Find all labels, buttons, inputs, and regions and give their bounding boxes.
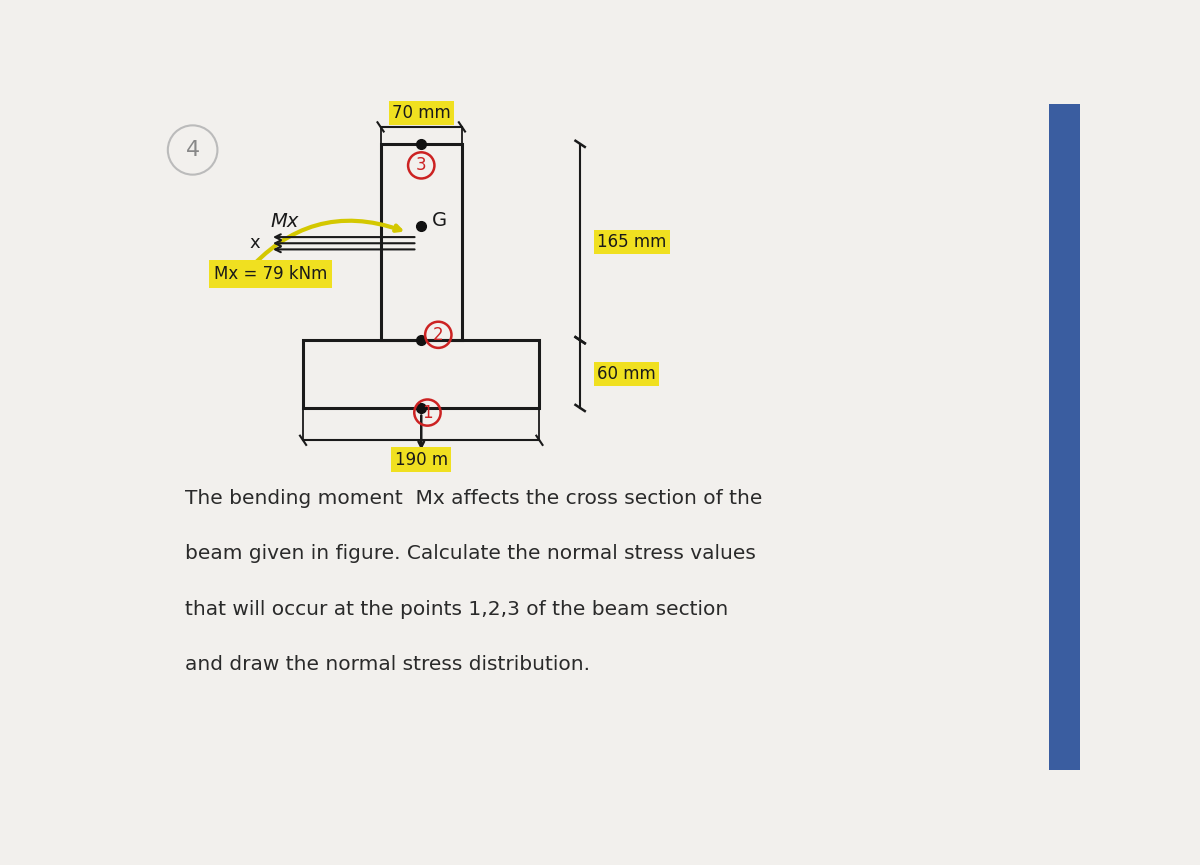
Text: y: y: [430, 446, 439, 465]
Text: 165 mm: 165 mm: [598, 233, 666, 251]
Text: 70 mm: 70 mm: [392, 104, 451, 122]
Bar: [380, 144, 462, 340]
Bar: [304, 340, 540, 408]
Text: beam given in figure. Calculate the normal stress values: beam given in figure. Calculate the norm…: [185, 544, 756, 563]
Text: x: x: [250, 234, 260, 253]
Text: The bending moment  Mx affects the cross section of the: The bending moment Mx affects the cross …: [185, 489, 762, 508]
Text: 190 m: 190 m: [395, 451, 448, 469]
Text: G: G: [432, 211, 448, 229]
Text: 2: 2: [433, 326, 444, 343]
Text: and draw the normal stress distribution.: and draw the normal stress distribution.: [185, 655, 590, 674]
Text: Mx = 79 kNm: Mx = 79 kNm: [214, 265, 326, 283]
Bar: [1049, 104, 1080, 770]
Text: Mx: Mx: [270, 212, 299, 231]
Text: 60 mm: 60 mm: [598, 365, 656, 383]
Text: 1: 1: [422, 404, 433, 421]
Text: that will occur at the points 1,2,3 of the beam section: that will occur at the points 1,2,3 of t…: [185, 599, 728, 618]
Text: 4: 4: [186, 140, 199, 160]
Text: 3: 3: [416, 157, 426, 175]
